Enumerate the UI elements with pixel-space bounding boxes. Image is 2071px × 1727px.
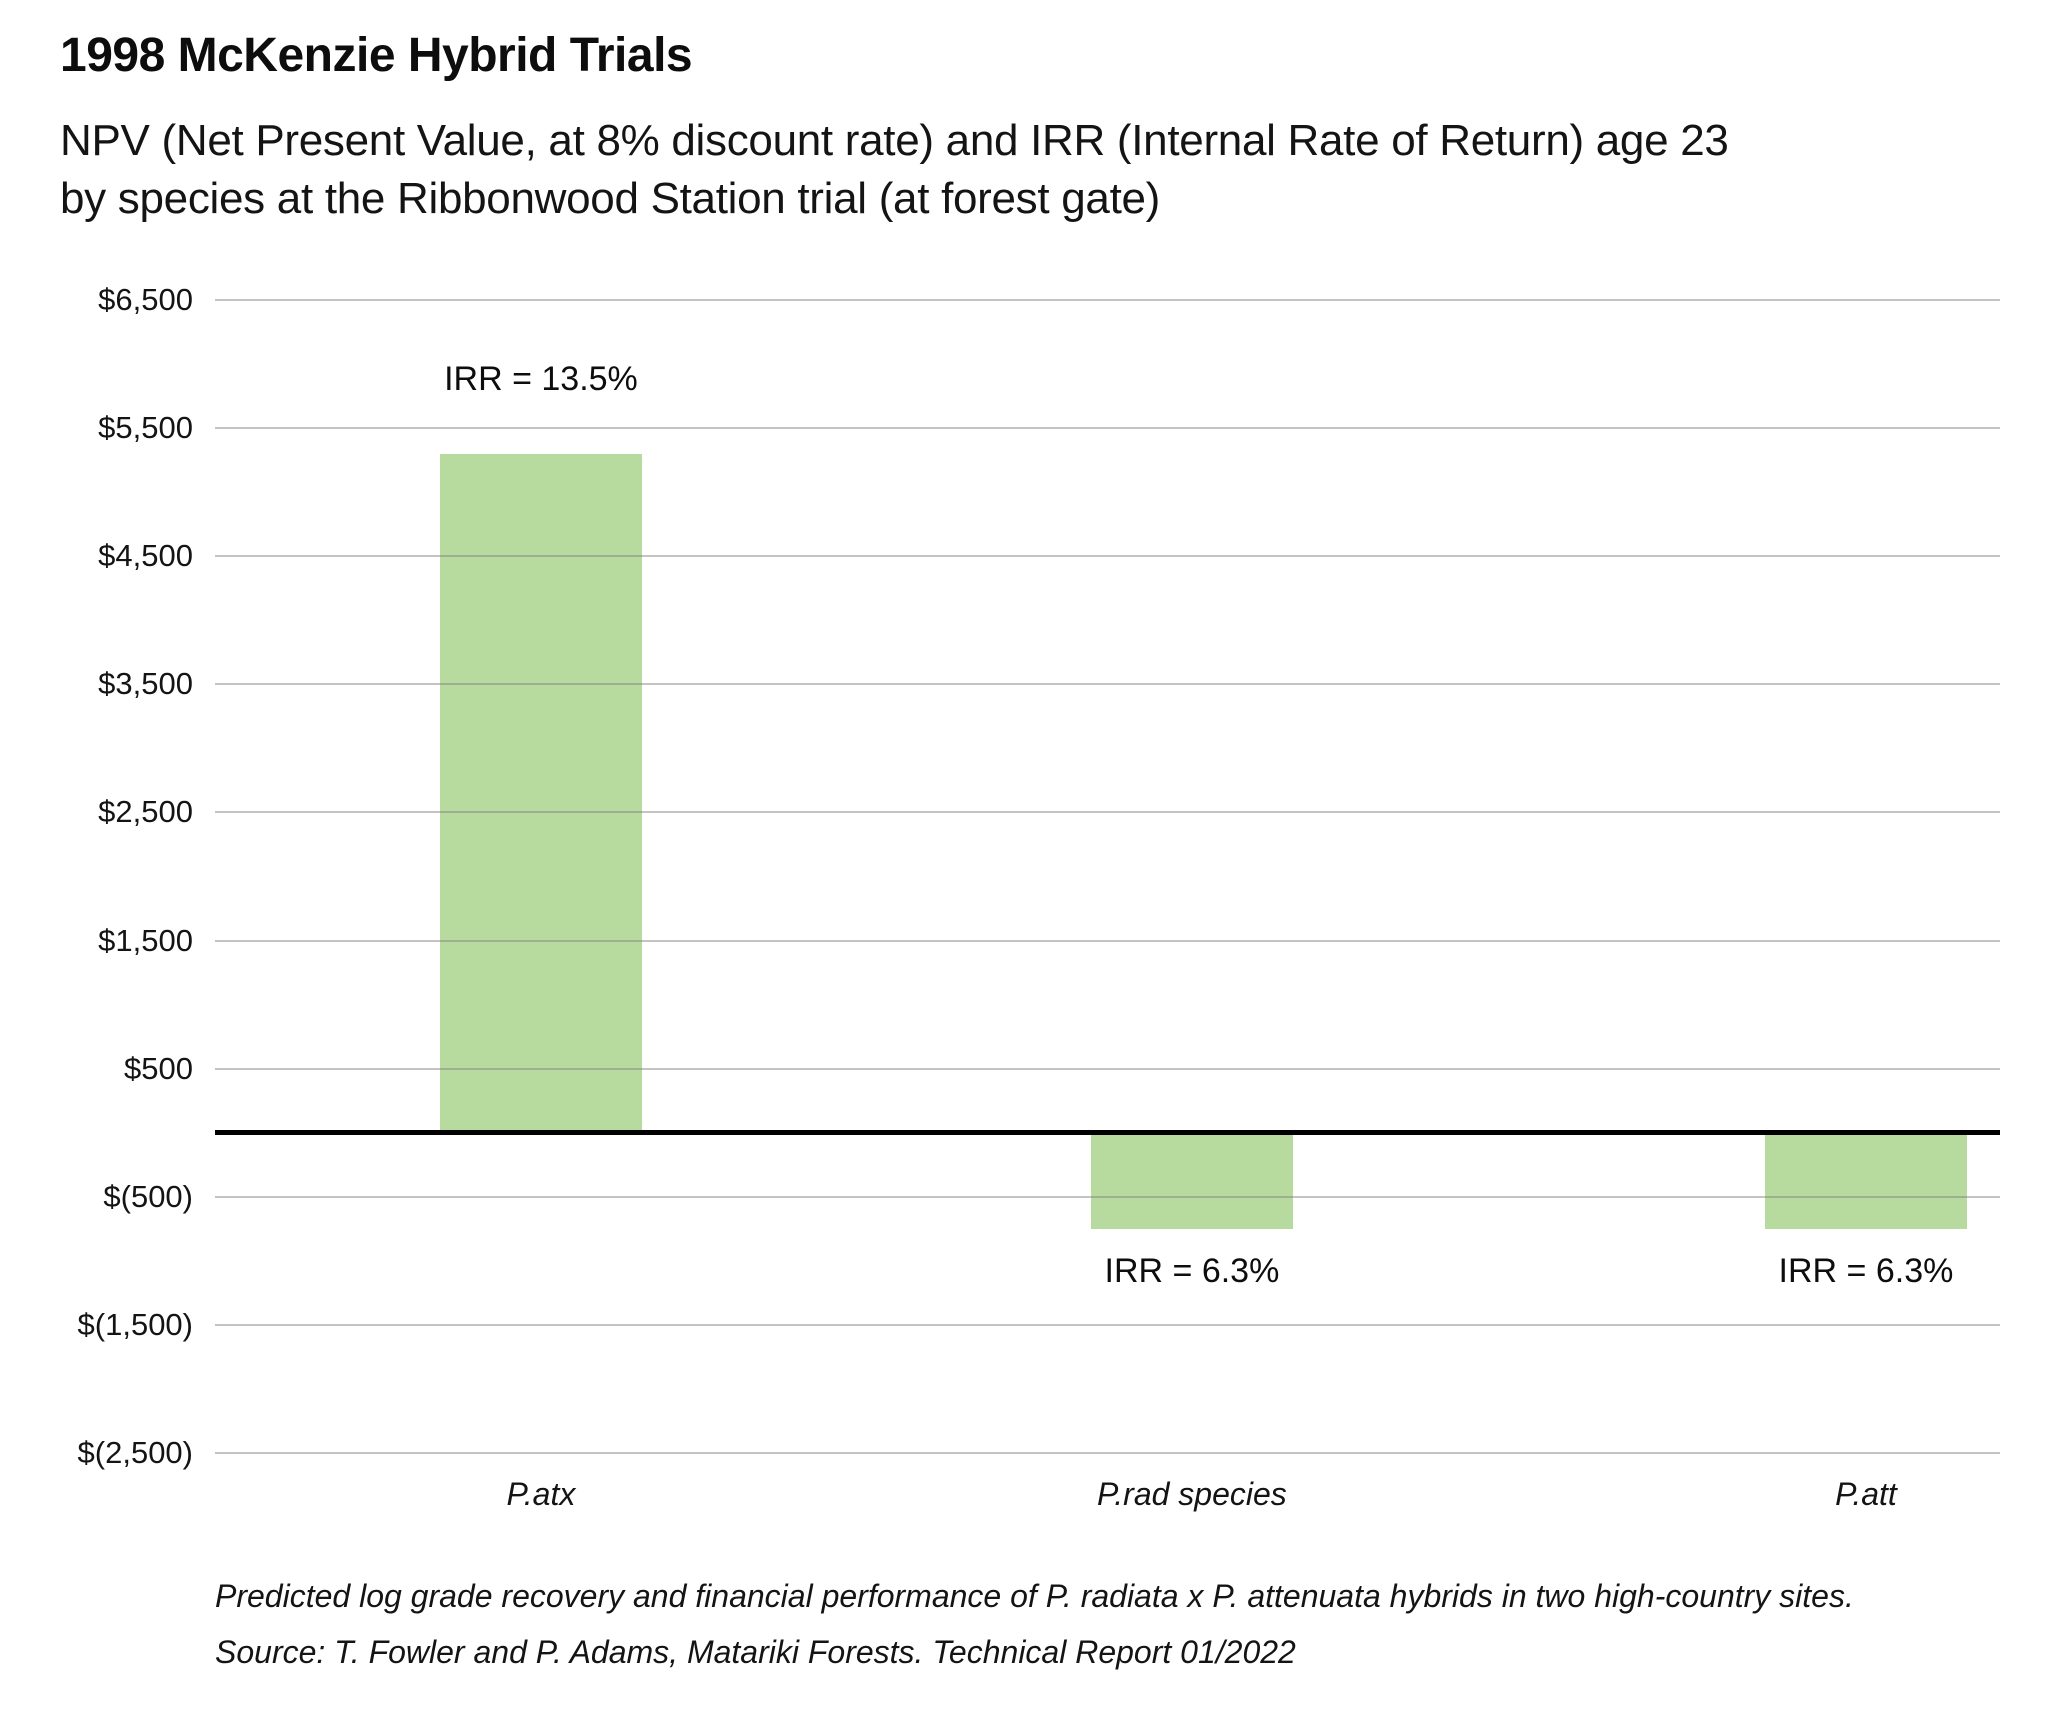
bar-p-rad-species <box>1090 1132 1293 1229</box>
x-axis-category-label: P.att <box>1835 1476 1897 1512</box>
chart-title: 1998 McKenzie Hybrid Trials <box>60 29 693 82</box>
y-axis-tick-label: $4,500 <box>98 538 193 574</box>
chart-subtitle-line: by species at the Ribbonwood Station tri… <box>60 174 1161 223</box>
x-axis-category-label: P.atx <box>506 1476 576 1512</box>
bar-p-atx <box>439 453 642 1133</box>
gridline <box>215 1452 2000 1454</box>
chart-subtitle: NPV (Net Present Value, at 8% discount r… <box>60 112 1729 228</box>
gridline <box>215 427 2000 430</box>
y-axis-tick-label: $500 <box>124 1050 193 1086</box>
bar-irr-label: IRR = 6.3% <box>1104 1251 1280 1290</box>
y-axis-tick-label: $3,500 <box>98 666 193 702</box>
bar-irr-label: IRR = 6.3% <box>1778 1251 1954 1290</box>
bar-p-att <box>1764 1132 1967 1229</box>
caption-line: Source: T. Fowler and P. Adams, Matariki… <box>215 1634 1296 1670</box>
gridline <box>215 1067 2000 1070</box>
y-axis-tick-label: $5,500 <box>98 410 193 446</box>
gridline <box>215 555 2000 558</box>
gridline <box>215 683 2000 686</box>
x-axis-category-label: P.rad species <box>1097 1476 1287 1512</box>
gridline <box>215 1323 2000 1326</box>
y-axis-tick-label: $1,500 <box>98 922 193 958</box>
gridline <box>215 939 2000 942</box>
y-axis: $6,500 $5,500 $4,500 $3,500 $2,500 $1,500 $500… <box>0 282 193 1470</box>
chart-subtitle-line: NPV (Net Present Value, at 8% discount r… <box>60 116 1729 165</box>
caption-line: Predicted log grade recovery and financi… <box>215 1578 1854 1614</box>
gridline <box>215 1195 2000 1198</box>
zero-baseline <box>215 1130 2000 1136</box>
y-axis-tick-label: $(2,500) <box>77 1435 193 1470</box>
x-axis: P.atx P.rad species P.att <box>215 1468 2000 1528</box>
chart-caption: Predicted log grade recovery and financi… <box>215 1568 1854 1680</box>
y-axis-tick-label: $6,500 <box>98 282 193 317</box>
y-axis-tick-label: $(1,500) <box>77 1306 193 1342</box>
plot-area: IRR = 13.5% IRR = 6.3% IRR = 6.3% <box>215 299 2000 1454</box>
gridline <box>215 299 2000 301</box>
y-axis-tick-label: $(500) <box>103 1178 193 1214</box>
y-axis-tick-label: $2,500 <box>98 794 193 830</box>
bar-irr-label: IRR = 13.5% <box>444 359 638 398</box>
gridline <box>215 811 2000 814</box>
